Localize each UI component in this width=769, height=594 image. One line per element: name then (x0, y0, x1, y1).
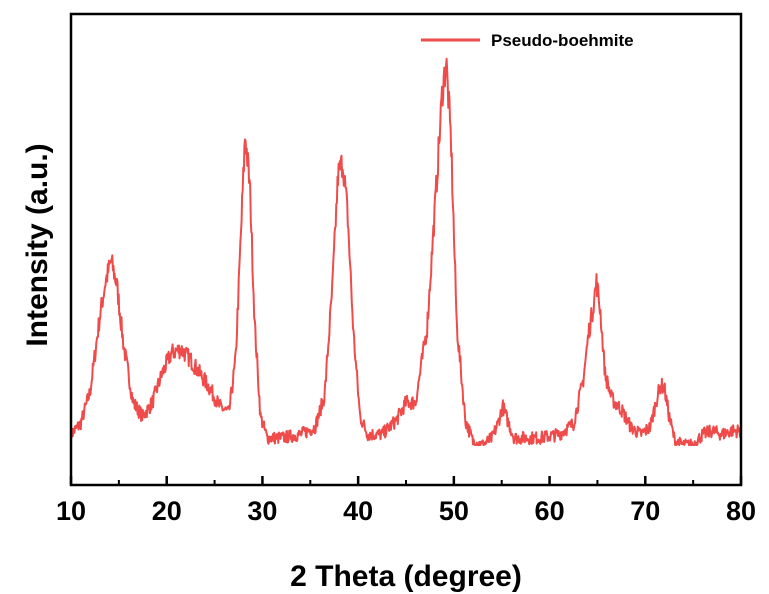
x-ticks: 10 20 30 40 50 60 70 80 (56, 476, 756, 526)
x-tick-label: 30 (247, 496, 277, 526)
x-tick-label: 10 (56, 496, 86, 526)
x-tick-label: 20 (152, 496, 182, 526)
legend-label: Pseudo-boehmite (491, 31, 634, 50)
x-tick-label: 50 (439, 496, 469, 526)
y-axis-title: Intensity (a.u.) (21, 143, 54, 346)
x-tick-label: 40 (343, 496, 373, 526)
x-axis-title: 2 Theta (degree) (290, 560, 522, 593)
plot-frame (69, 12, 743, 487)
legend: Pseudo-boehmite (421, 31, 634, 50)
x-tick-label: 80 (726, 496, 756, 526)
x-tick-label: 70 (630, 496, 660, 526)
series-layer (70, 57, 742, 446)
x-tick-label: 60 (535, 496, 565, 526)
series-line-pseudo-boehmite (70, 57, 742, 446)
